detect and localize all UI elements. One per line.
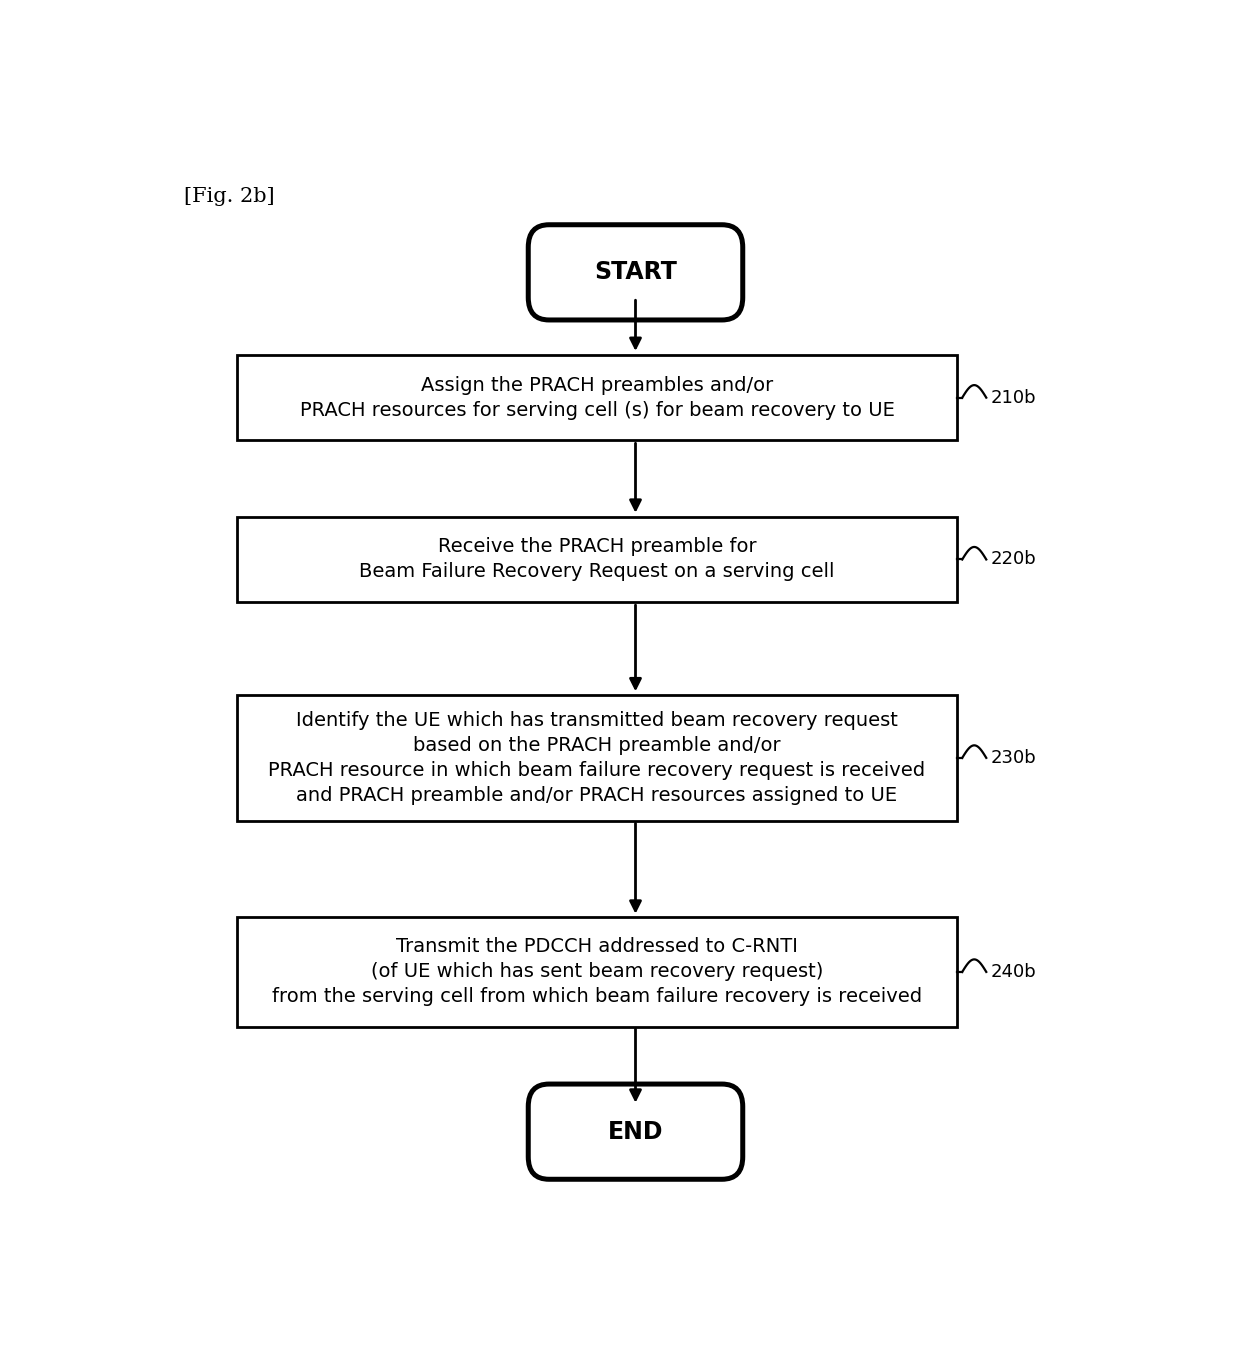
Text: END: END bbox=[608, 1120, 663, 1143]
Text: 210b: 210b bbox=[991, 389, 1037, 407]
Text: Transmit the PDCCH addressed to C-RNTI
(of UE which has sent beam recovery reque: Transmit the PDCCH addressed to C-RNTI (… bbox=[272, 937, 923, 1006]
Text: Identify the UE which has transmitted beam recovery request
based on the PRACH p: Identify the UE which has transmitted be… bbox=[269, 711, 925, 805]
FancyBboxPatch shape bbox=[237, 696, 957, 820]
FancyBboxPatch shape bbox=[237, 355, 957, 441]
FancyBboxPatch shape bbox=[237, 917, 957, 1026]
Text: START: START bbox=[594, 260, 677, 285]
Text: Receive the PRACH preamble for
Beam Failure Recovery Request on a serving cell: Receive the PRACH preamble for Beam Fail… bbox=[360, 537, 835, 582]
Text: 220b: 220b bbox=[991, 551, 1037, 568]
FancyBboxPatch shape bbox=[528, 1083, 743, 1180]
Text: 240b: 240b bbox=[991, 963, 1037, 980]
FancyBboxPatch shape bbox=[528, 225, 743, 320]
Text: 230b: 230b bbox=[991, 749, 1037, 767]
Text: Assign the PRACH preambles and/or
PRACH resources for serving cell (s) for beam : Assign the PRACH preambles and/or PRACH … bbox=[300, 376, 894, 419]
Text: [Fig. 2b]: [Fig. 2b] bbox=[184, 187, 274, 206]
FancyBboxPatch shape bbox=[237, 517, 957, 602]
